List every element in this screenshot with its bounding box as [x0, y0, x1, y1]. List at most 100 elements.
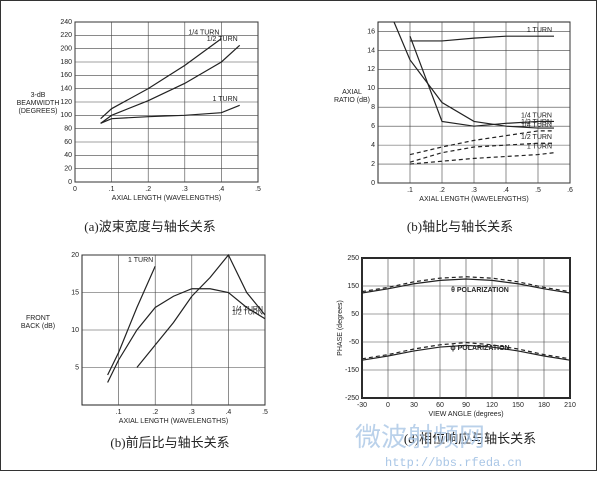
- x-tick-label: .6: [567, 187, 573, 194]
- y-tick-label: 20: [64, 166, 72, 173]
- y-tick-label: 15: [71, 289, 79, 296]
- x-tick-label: .1: [109, 186, 115, 193]
- x-tick-label: 180: [538, 402, 550, 409]
- y-tick-label: 60: [64, 139, 72, 146]
- y-tick-label: 5: [75, 364, 79, 371]
- series-label: 1 TURN: [527, 144, 552, 151]
- x-tick-label: .2: [439, 187, 445, 194]
- x-tick-label: .1: [116, 409, 122, 416]
- series-line: [410, 35, 554, 42]
- series-line: [361, 278, 571, 294]
- series-label: 1/4 TURN: [521, 112, 552, 119]
- y-tick-label: -50: [349, 339, 359, 346]
- x-tick-label: .5: [255, 186, 261, 193]
- caption: (b)轴比与轴长关系: [407, 219, 513, 234]
- y-tick-label: 40: [64, 152, 72, 159]
- x-tick-label: 0: [386, 402, 390, 409]
- y-axis-label: BACK (dB): [21, 323, 55, 330]
- y-tick-label: 50: [351, 311, 359, 318]
- x-tick-label: .3: [182, 186, 188, 193]
- y-tick-label: 6: [371, 123, 375, 130]
- y-tick-label: 12: [367, 66, 375, 73]
- y-tick-label: 250: [347, 255, 359, 262]
- x-axis-label: AXIAL LENGTH (WAVELENGTHS): [419, 196, 528, 203]
- series-label: 1/4 TURN: [521, 122, 552, 129]
- series-line: [100, 104, 240, 124]
- watermark: 微波射频网: [355, 423, 485, 452]
- x-tick-label: .4: [225, 409, 231, 416]
- series-line: [409, 152, 555, 165]
- x-tick-label: .3: [471, 187, 477, 194]
- y-tick-label: -150: [345, 367, 359, 374]
- y-tick-label: 0: [68, 179, 72, 186]
- series-line: [361, 276, 571, 293]
- x-tick-label: 150: [512, 402, 524, 409]
- annotation: θ POLARIZATION: [451, 287, 509, 294]
- x-tick-label: .1: [407, 187, 413, 194]
- y-tick-label: 10: [71, 327, 79, 334]
- y-tick-label: 8: [371, 104, 375, 111]
- y-tick-label: 160: [60, 72, 72, 79]
- series-line: [107, 288, 266, 383]
- caption: (b)前后比与轴长关系: [110, 435, 229, 450]
- series-label: 1 TURN: [128, 257, 153, 264]
- annotation: ϕ POLARIZATION: [450, 345, 509, 352]
- x-tick-label: .5: [262, 409, 268, 416]
- x-tick-label: 210: [564, 402, 576, 409]
- y-axis-label: RATIO (dB): [334, 97, 370, 104]
- x-tick-label: .2: [145, 186, 151, 193]
- x-tick-label: .3: [189, 409, 195, 416]
- series-label: 1/2 TURN: [521, 134, 552, 141]
- y-axis-label: (DEGREES): [19, 108, 58, 115]
- x-tick-label: 120: [486, 402, 498, 409]
- series-line: [136, 253, 266, 368]
- series-label: 1/2 TURN: [521, 119, 552, 126]
- series-label: 1/4 TURN: [188, 30, 219, 37]
- y-tick-label: 10: [367, 85, 375, 92]
- y-axis-label: AXIAL: [342, 89, 362, 96]
- y-axis-label: 3-dB: [31, 92, 46, 99]
- y-axis-label: BEAMWIDTH: [17, 100, 60, 107]
- y-tick-label: 14: [367, 47, 375, 54]
- x-tick-label: .4: [503, 187, 509, 194]
- y-tick-label: 200: [60, 46, 72, 53]
- series-label: 1/4 TURN: [232, 306, 263, 313]
- series-line: [107, 266, 156, 376]
- x-axis-label: VIEW ANGLE (degrees): [428, 411, 503, 418]
- x-tick-label: -30: [357, 402, 367, 409]
- x-axis-label: AXIAL LENGTH (WAVELENGTHS): [112, 195, 221, 202]
- y-tick-label: 180: [60, 59, 72, 66]
- x-tick-label: .4: [218, 186, 224, 193]
- y-tick-label: 100: [60, 112, 72, 119]
- series-label: 1 TURN: [213, 96, 238, 103]
- y-tick-label: 220: [60, 32, 72, 39]
- series-label: 1/2 TURN: [232, 310, 263, 317]
- y-tick-label: 150: [347, 283, 359, 290]
- y-tick-label: 20: [71, 252, 79, 259]
- y-tick-label: 140: [60, 86, 72, 93]
- y-tick-label: 2: [371, 161, 375, 168]
- y-tick-label: 16: [367, 28, 375, 35]
- x-axis-label: AXIAL LENGTH (WAVELENGTHS): [119, 418, 228, 425]
- y-tick-label: 120: [60, 99, 72, 106]
- caption: (d)相位响应与轴长关系: [404, 431, 536, 446]
- y-tick-label: 240: [60, 19, 72, 26]
- series-line: [361, 344, 571, 361]
- y-tick-label: 4: [371, 142, 375, 149]
- x-tick-label: 60: [436, 402, 444, 409]
- series-line: [393, 21, 554, 129]
- series-line: [100, 44, 241, 124]
- x-tick-label: .5: [535, 187, 541, 194]
- series-line: [100, 38, 222, 120]
- caption: (a)波束宽度与轴长关系: [84, 219, 215, 234]
- series-line: [409, 35, 554, 127]
- y-tick-label: 0: [371, 180, 375, 187]
- y-axis-label: PHASE (degrees): [337, 300, 344, 356]
- y-axis-label: FRONT: [26, 315, 51, 322]
- x-tick-label: 0: [73, 186, 77, 193]
- x-tick-label: .2: [152, 409, 158, 416]
- watermark-url: http://bbs.rfeda.cn: [385, 456, 522, 470]
- y-tick-label: -250: [345, 395, 359, 402]
- x-tick-label: 30: [410, 402, 418, 409]
